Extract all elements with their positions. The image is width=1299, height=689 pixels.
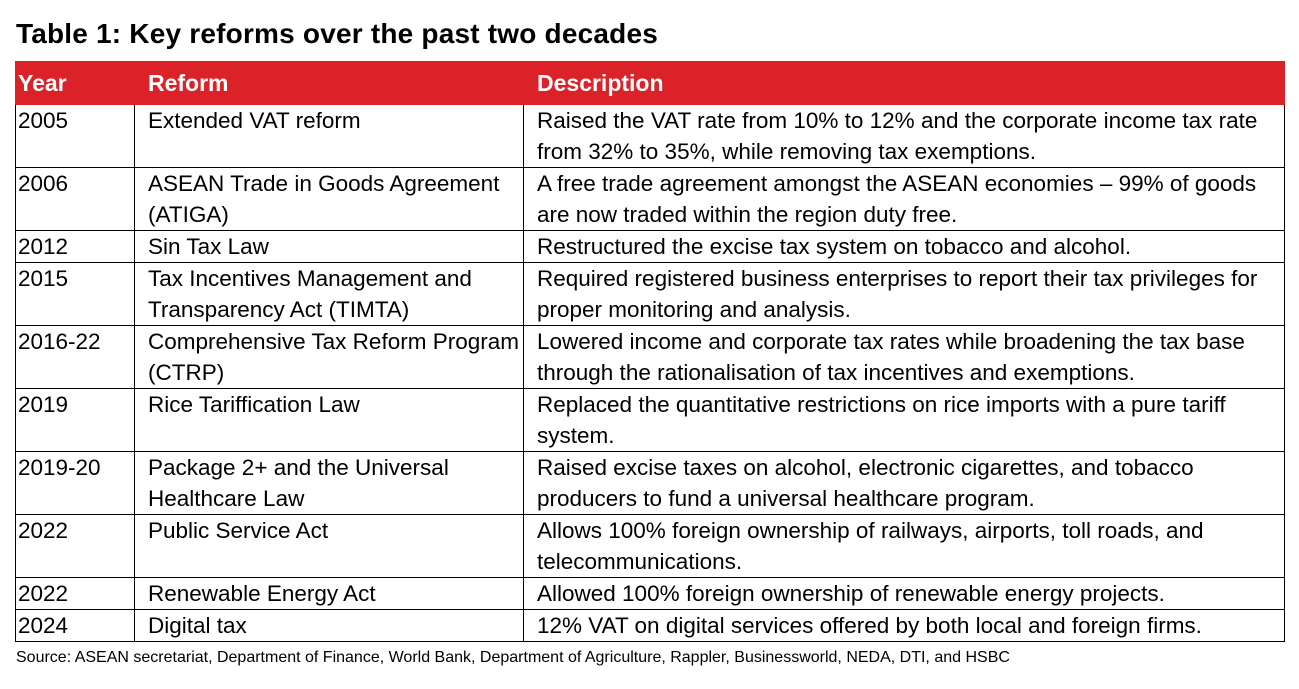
- table-row: 2019 Rice Tariffication Law Replaced the…: [15, 388, 1285, 452]
- row-year: 2006: [15, 167, 135, 231]
- header-description: Description: [523, 61, 1285, 105]
- table-row: 2022 Public Service Act Allows 100% fore…: [15, 514, 1285, 578]
- row-description: A free trade agreement amongst the ASEAN…: [523, 167, 1285, 231]
- table-row: 2006 ASEAN Trade in Goods Agreement (ATI…: [15, 167, 1285, 231]
- row-description: Raised the VAT rate from 10% to 12% and …: [523, 104, 1285, 168]
- header-reform: Reform: [134, 61, 524, 105]
- table-row: 2012 Sin Tax Law Restructured the excise…: [15, 230, 1285, 263]
- table-row: 2022 Renewable Energy Act Allowed 100% f…: [15, 577, 1285, 610]
- row-reform: Renewable Energy Act: [134, 577, 524, 610]
- table-title: Table 1: Key reforms over the past two d…: [16, 18, 659, 49]
- row-year: 2019: [15, 388, 135, 452]
- header-year: Year: [15, 61, 135, 105]
- row-year: 2022: [15, 514, 135, 578]
- row-description: Lowered income and corporate tax rates w…: [523, 325, 1285, 389]
- row-year: 2024: [15, 609, 135, 642]
- row-reform: Comprehensive Tax Reform Program (CTRP): [134, 325, 524, 389]
- row-reform: Rice Tariffication Law: [134, 388, 524, 452]
- row-description: Restructured the excise tax system on to…: [523, 230, 1285, 263]
- row-description: Required registered business enterprises…: [523, 262, 1285, 326]
- reforms-table: Year Reform Description 2005 Extended VA…: [15, 61, 1285, 642]
- row-reform: ASEAN Trade in Goods Agreement (ATIGA): [134, 167, 524, 231]
- row-year: 2016-22: [15, 325, 135, 389]
- row-reform: Extended VAT reform: [134, 104, 524, 168]
- row-year: 2012: [15, 230, 135, 263]
- row-description: Replaced the quantitative restrictions o…: [523, 388, 1285, 452]
- table-row: 2016-22 Comprehensive Tax Reform Program…: [15, 325, 1285, 389]
- table-row: 2015 Tax Incentives Management and Trans…: [15, 262, 1285, 326]
- row-reform: Tax Incentives Management and Transparen…: [134, 262, 524, 326]
- row-year: 2019-20: [15, 451, 135, 515]
- table-row: 2024 Digital tax 12% VAT on digital serv…: [15, 609, 1285, 642]
- row-year: 2005: [15, 104, 135, 168]
- row-description: 12% VAT on digital services offered by b…: [523, 609, 1285, 642]
- row-description: Allows 100% foreign ownership of railway…: [523, 514, 1285, 578]
- row-reform: Digital tax: [134, 609, 524, 642]
- row-description: Allowed 100% foreign ownership of renewa…: [523, 577, 1285, 610]
- row-reform: Package 2+ and the Universal Healthcare …: [134, 451, 524, 515]
- table-row: 2005 Extended VAT reform Raised the VAT …: [15, 104, 1285, 168]
- row-reform: Public Service Act: [134, 514, 524, 578]
- row-year: 2015: [15, 262, 135, 326]
- row-reform: Sin Tax Law: [134, 230, 524, 263]
- row-year: 2022: [15, 577, 135, 610]
- table-row: 2019-20 Package 2+ and the Universal Hea…: [15, 451, 1285, 515]
- table-header-row: Year Reform Description: [15, 61, 1285, 105]
- source-note: Source: ASEAN secretariat, Department of…: [16, 649, 1010, 666]
- row-description: Raised excise taxes on alcohol, electron…: [523, 451, 1285, 515]
